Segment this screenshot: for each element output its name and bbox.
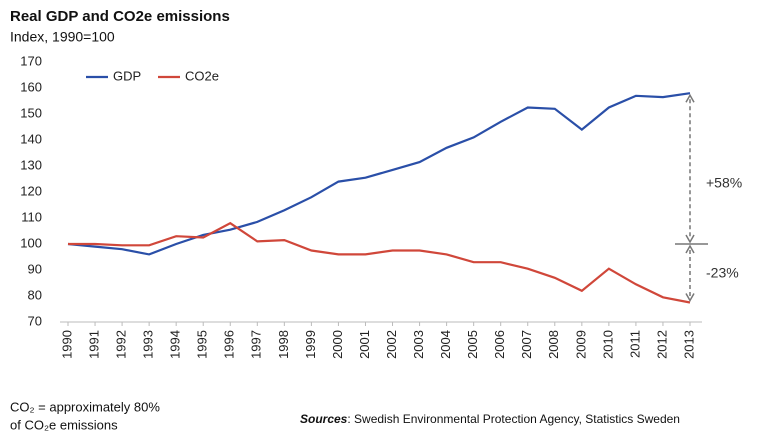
sources-text: : Swedish Environmental Protection Agenc… [347, 412, 680, 426]
footnote: of CO₂e emissions [10, 417, 118, 432]
x-tick-label: 1993 [141, 330, 156, 359]
x-tick-label: 2005 [465, 330, 480, 359]
y-tick-label: 120 [20, 183, 42, 198]
arrow-head [685, 93, 695, 103]
x-tick-label: 2007 [519, 330, 534, 359]
x-tick-label: 2002 [384, 330, 399, 359]
x-tick-label: 1992 [114, 330, 129, 359]
y-tick-label: 170 [20, 53, 42, 68]
x-tick-label: 1999 [303, 330, 318, 359]
x-tick-label: 1995 [195, 330, 210, 359]
sources-label: Sources [300, 412, 348, 426]
x-tick-label: 2000 [330, 330, 345, 359]
legend-label: GDP [113, 68, 141, 83]
x-tick-label: 1991 [86, 330, 101, 359]
arrow-head [685, 244, 695, 254]
y-tick-label: 150 [20, 105, 42, 120]
arrow-head [685, 234, 695, 244]
x-tick-label: 2012 [654, 330, 669, 359]
x-tick-label: 1997 [249, 330, 264, 359]
x-tick-label: 2003 [411, 330, 426, 359]
y-tick-label: 100 [20, 235, 42, 250]
x-tick-label: 2009 [573, 330, 588, 359]
x-tick-label: 1996 [222, 330, 237, 359]
x-tick-label: 2013 [681, 330, 696, 359]
x-tick-label: 1998 [276, 330, 291, 359]
sources: Sources: Swedish Environmental Protectio… [300, 412, 680, 426]
x-tick-label: 2008 [546, 330, 561, 359]
x-tick-label: 2001 [357, 330, 372, 359]
x-tick-label: 1994 [168, 330, 183, 359]
y-tick-label: 140 [20, 131, 42, 146]
y-tick-label: 160 [20, 79, 42, 94]
annotation: -23% [706, 265, 739, 281]
x-tick-label: 2011 [627, 330, 642, 358]
chart-subtitle: Index, 1990=100 [10, 29, 115, 45]
footnote: CO₂ = approximately 80% [10, 399, 160, 414]
y-tick-label: 130 [20, 157, 42, 172]
chart-title: Real GDP and CO2e emissions [10, 8, 230, 25]
x-tick-label: 2010 [600, 330, 615, 359]
arrow-head [685, 293, 695, 303]
x-tick-label: 2004 [438, 330, 453, 359]
x-tick-label: 1990 [59, 330, 74, 359]
y-tick-label: 70 [28, 313, 42, 328]
annotation: +58% [706, 175, 742, 191]
legend-label: CO2e [185, 68, 219, 83]
x-tick-label: 2006 [492, 330, 507, 359]
line-series [67, 92, 691, 256]
line-series [68, 221, 691, 304]
y-tick-label: 110 [21, 209, 42, 224]
y-tick-label: 80 [28, 287, 42, 302]
y-tick-label: 90 [28, 261, 42, 276]
